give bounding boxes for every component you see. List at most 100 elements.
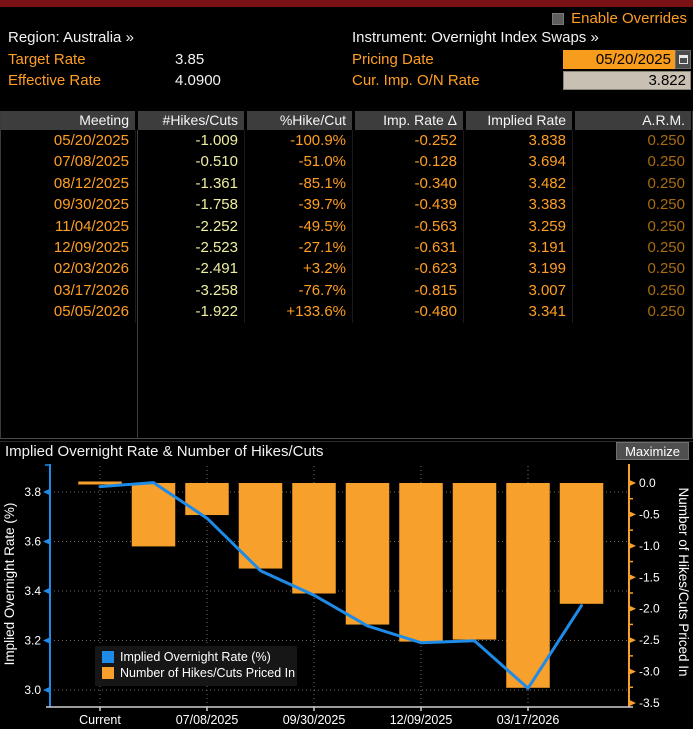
table-cell: 09/30/2025 [53,196,129,214]
table-cell: 11/04/2025 [55,217,129,235]
svg-text:09/30/2025: 09/30/2025 [283,713,346,727]
table-cell: -1.009 [135,130,244,152]
table-cell: 3.007 [463,279,572,302]
svg-text:3.4: 3.4 [24,584,41,598]
chart-header: Implied Overnight Rate & Number of Hikes… [0,441,693,460]
table-cell: -3.258 [135,279,244,302]
meetings-table: Meeting #Hikes/Cuts %Hike/Cut Imp. Rate Δ Im… [0,111,693,439]
enable-overrides-label: Enable Overrides [571,10,687,27]
column-header[interactable]: Imp. Rate Δ [352,111,463,130]
table-cell: +133.6% [244,301,352,323]
table-cell: -1.922 [135,301,244,323]
table-cell: 3.838 [463,130,572,152]
table-cell: 0.250 [572,172,691,195]
table-cell: 3.191 [463,236,572,259]
effective-rate-label: Effective Rate [8,72,102,89]
table-row[interactable]: 03/17/2026 -3.258 -76.7% -0.815 3.007 0.250 [1,279,692,302]
svg-text:Number of Hikes/Cuts Priced In: Number of Hikes/Cuts Priced In [120,666,295,680]
region-selector[interactable]: Region: Australia » [8,29,134,46]
table-cell: 08/12/2025 [53,174,129,192]
enable-overrides[interactable]: Enable Overrides [552,10,687,27]
table-cell: 3.341 [463,301,572,323]
table-cell: -85.1% [244,172,352,195]
table-cell: -0.815 [352,279,463,302]
table-cell: -49.5% [244,215,352,237]
column-header[interactable]: A.R.M. [572,111,691,130]
target-rate-label: Target Rate [8,51,86,68]
table-body: 05/20/2025 -1.009 -100.9% -0.252 3.838 0.250 0… [1,130,692,323]
table-cell: -1.361 [135,172,244,195]
table-cell: -1.758 [135,194,244,216]
svg-text:3.6: 3.6 [24,535,41,549]
table-cell: 3.482 [463,172,572,195]
svg-text:-3.5: -3.5 [639,696,660,710]
svg-text:-0.5: -0.5 [639,507,660,521]
table-row[interactable]: 02/03/2026 -2.491 +3.2% -0.623 3.199 0.250 [1,258,692,280]
column-header[interactable]: Implied Rate [463,111,572,130]
svg-text:-1.5: -1.5 [639,570,660,584]
table-row[interactable]: 07/08/2025 -0.510 -51.0% -0.128 3.694 0.250 [1,151,692,173]
enable-overrides-checkbox[interactable] [552,12,565,25]
table-cell: +3.2% [244,258,352,280]
svg-text:-2.0: -2.0 [639,602,660,616]
table-row[interactable]: 11/04/2025 -2.252 -49.5% -0.563 3.259 0.250 [1,215,692,237]
maximize-button[interactable]: Maximize [616,442,689,460]
table-cell: 0.250 [572,236,691,259]
table-cell: -0.439 [352,194,463,216]
table-cell: 05/05/2026 [53,303,129,321]
table-cell: 0.250 [572,279,691,302]
svg-text:3.0: 3.0 [24,683,41,697]
table-cell: -27.1% [244,236,352,259]
table-cell: 02/03/2026 [53,260,129,278]
table-cell: 0.250 [572,258,691,280]
svg-text:-1.0: -1.0 [639,539,660,553]
svg-text:07/08/2025: 07/08/2025 [176,713,239,727]
instrument-selector[interactable]: Instrument: Overnight Index Swaps » [352,29,599,46]
svg-text:-3.0: -3.0 [639,665,660,679]
table-cell: -0.340 [352,172,463,195]
table-cell: 0.250 [572,130,691,152]
effective-rate-value: 4.0900 [175,72,221,89]
table-cell: 3.694 [463,151,572,173]
chart-svg: 3.8 3.6 3.4 3.2 3.0 0.0 -0.5 -1.0 -1.5 -2.0 -2.5 -3… [2,464,691,727]
table-row[interactable]: 08/12/2025 -1.361 -85.1% -0.340 3.482 0.250 [1,172,692,195]
cur-imp-on-rate-value: 3.822 [563,71,691,90]
column-header[interactable]: Meeting [1,111,135,130]
table-cell: 03/17/2026 [53,281,129,299]
pricing-date-input[interactable]: 05/20/2025 [563,50,675,69]
table-cell: 0.250 [572,151,691,173]
table-cell: 12/09/2025 [53,238,129,256]
pricing-date-label: Pricing Date [352,51,434,68]
table-header-row: Meeting #Hikes/Cuts %Hike/Cut Imp. Rate Δ Im… [1,111,692,130]
table-cell: -100.9% [244,130,352,152]
svg-text:12/09/2025: 12/09/2025 [390,713,453,727]
table-cell: -0.631 [352,236,463,259]
table-cell: -0.252 [352,130,463,152]
table-cell: 3.259 [463,215,572,237]
svg-text:Number of Hikes/Cuts Priced In: Number of Hikes/Cuts Priced In [676,487,691,676]
table-row[interactable]: 05/05/2026 -1.922 +133.6% -0.480 3.341 0.250 [1,301,692,323]
table-cell: -0.128 [352,151,463,173]
table-cell: 3.199 [463,258,572,280]
table-row[interactable]: 05/20/2025 -1.009 -100.9% -0.252 3.838 0.250 [1,130,692,152]
svg-text:Implied Overnight Rate (%): Implied Overnight Rate (%) [120,650,271,664]
chart-title: Implied Overnight Rate & Number of Hikes… [5,443,324,460]
table-cell: 07/08/2025 [53,153,129,171]
target-rate-value: 3.85 [175,51,205,68]
calendar-icon [678,55,688,64]
table-cell: -0.510 [135,151,244,173]
table-row[interactable]: 09/30/2025 -1.758 -39.7% -0.439 3.383 0.250 [1,194,692,216]
column-header[interactable]: #Hikes/Cuts [135,111,244,130]
cur-imp-on-rate-label: Cur. Imp. O/N Rate [352,72,480,89]
table-cell: 0.250 [572,301,691,323]
table-cell: -0.623 [352,258,463,280]
svg-text:3.2: 3.2 [24,634,41,648]
top-red-strip [0,0,693,7]
table-cell: 0.250 [572,194,691,216]
table-cell: -76.7% [244,279,352,302]
calendar-button[interactable] [675,50,691,69]
table-cell: 0.250 [572,215,691,237]
column-header[interactable]: %Hike/Cut [244,111,352,130]
table-row[interactable]: 12/09/2025 -2.523 -27.1% -0.631 3.191 0.250 [1,236,692,259]
